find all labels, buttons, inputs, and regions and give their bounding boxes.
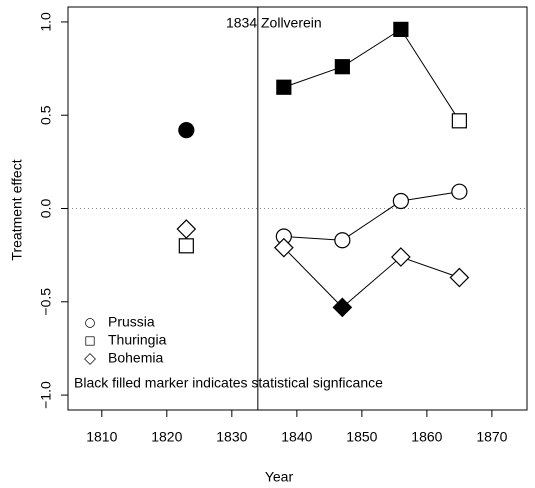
point [178, 122, 195, 139]
point [178, 238, 194, 254]
legend-marker [85, 336, 95, 346]
x-tick-label: 1870 [476, 429, 507, 445]
point [449, 267, 470, 288]
legend-marker [84, 353, 96, 365]
y-tick-label: −0.5 [38, 288, 54, 316]
x-tick-label: 1860 [411, 429, 442, 445]
point [276, 79, 292, 95]
x-tick-label: 1830 [216, 429, 247, 445]
series-line [283, 28, 460, 122]
point [273, 237, 294, 258]
point [392, 192, 409, 210]
x-tick-label: 1820 [151, 429, 182, 445]
legend-label: Bohemia [108, 350, 163, 366]
y-tick-label: 0.5 [38, 105, 54, 125]
y-tick-label: −1.0 [38, 381, 54, 409]
x-tick-label: 1840 [281, 429, 312, 445]
y-tick-label: 1.0 [38, 12, 54, 32]
series-line [283, 191, 460, 241]
point [391, 247, 411, 267]
point [334, 59, 350, 75]
point [451, 183, 468, 200]
y-tick-label: 0.0 [38, 199, 54, 219]
x-tick-label: 1850 [346, 429, 377, 445]
point [332, 297, 353, 318]
point [451, 113, 467, 129]
event-label: 1834 Zollverein [226, 15, 322, 31]
annotation: Black filled marker indicates statistica… [74, 375, 383, 391]
x-axis-label: Year [265, 469, 294, 485]
legend-marker [85, 318, 95, 328]
point [393, 21, 409, 37]
legend-label: Prussia [108, 314, 155, 330]
legend-label: Thuringia [108, 332, 167, 348]
point [176, 219, 197, 239]
point [334, 232, 351, 249]
x-tick-label: 1810 [86, 429, 117, 445]
series-line [283, 247, 460, 309]
y-axis-label: Treatment effect [9, 159, 25, 260]
